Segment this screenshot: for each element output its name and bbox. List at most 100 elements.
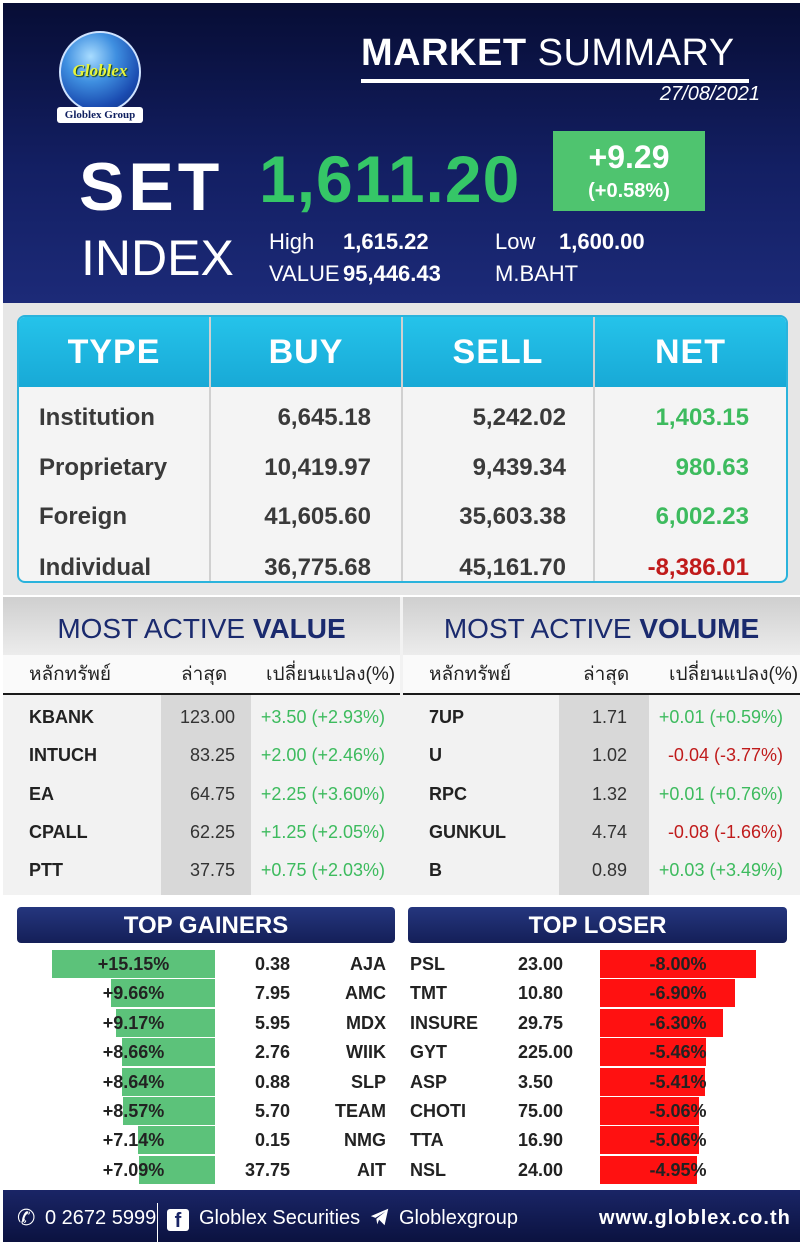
low-label: Low (495, 229, 536, 254)
column-divider (593, 317, 595, 581)
footer-phone[interactable]: 0 2672 5999 (45, 1207, 157, 1229)
last-price: 83.25 (189, 745, 235, 765)
sell-value: 35,603.38 (459, 503, 566, 530)
value-unit: M.BAHT (495, 261, 579, 286)
gainer-last: 7.95 (254, 983, 290, 1004)
gainer-bar (138, 1126, 215, 1155)
page-title: MARKET SUMMARY (361, 31, 753, 83)
last-price: 37.75 (189, 860, 235, 880)
last-price: 62.25 (189, 822, 235, 842)
loser-pct: -5.06% (649, 1101, 707, 1121)
title-light: MOST ACTIVE (443, 613, 640, 644)
change: +1.25 (+2.05%) (260, 822, 385, 842)
last-price: 64.75 (189, 784, 235, 804)
footer-telegram[interactable]: Globlexgroup (399, 1207, 518, 1229)
col-symbol: หลักทรัพย์ (29, 664, 112, 685)
globe-icon (59, 31, 141, 113)
gainer-row: +8.66% 2.76 WIIK (52, 1038, 392, 1067)
sell-value: 9,439.34 (472, 454, 566, 481)
col-sell: SELL (452, 333, 544, 371)
gainer-pct: +8.57% (102, 1101, 165, 1121)
gainer-last: 0.88 (254, 1071, 290, 1092)
buy-value: 10,419.97 (264, 454, 371, 481)
last-price: 0.89 (591, 860, 627, 880)
loser-row: NSL 24.00 -4.95% (408, 1155, 768, 1184)
last-column-shade (559, 655, 649, 895)
gainer-row: +8.64% 0.88 SLP (52, 1067, 392, 1096)
gainer-pct: +7.14% (102, 1130, 165, 1151)
top-loser-title: TOP LOSER (408, 907, 787, 943)
gainer-last: 5.70 (254, 1101, 290, 1121)
loser-symbol: NSL (410, 1159, 446, 1180)
change: -0.08 (-1.66%) (667, 822, 783, 842)
investor-type: Institution (39, 404, 155, 431)
symbol: U (429, 745, 442, 765)
symbol: B (429, 860, 442, 880)
high-label: High (269, 229, 315, 254)
gainer-pct: +9.17% (102, 1012, 165, 1033)
col-change: เปลี่ยนแปลง(%) (266, 664, 396, 685)
value-label: VALUE (269, 261, 340, 286)
buy-value: 36,775.68 (264, 554, 371, 581)
gainer-bar (111, 979, 215, 1008)
gainer-pct: +7.09% (102, 1159, 165, 1180)
loser-row: GYT 225.00 -5.46% (408, 1038, 768, 1067)
change: +0.01 (+0.59%) (658, 707, 783, 727)
loser-pct: -5.41% (649, 1071, 707, 1092)
loser-pct: -8.00% (649, 954, 707, 974)
symbol: INTUCH (29, 745, 97, 765)
most-active-volume-header: หลักทรัพย์ ล่าสุด เปลี่ยนแปลง(%) (403, 655, 800, 695)
loser-bar (600, 1155, 697, 1184)
loser-last: 23.00 (518, 954, 564, 974)
logo-subtitle: Globlex Group (57, 107, 143, 123)
gainer-row: +8.57% 5.70 TEAM (52, 1097, 392, 1125)
net-value: 980.63 (675, 454, 749, 481)
index-change: +9.29 (588, 139, 670, 175)
change: -0.04 (-3.77%) (667, 745, 783, 765)
loser-last: 225.00 (518, 1042, 574, 1063)
title-light: SUMMARY (526, 32, 735, 74)
loser-pct: -5.06% (649, 1130, 707, 1151)
buy-value: 6,645.18 (277, 404, 371, 431)
loser-pct: -4.95% (649, 1159, 707, 1180)
net-value: 6,002.23 (655, 503, 749, 530)
last-price: 1.02 (591, 745, 627, 765)
list-item: 7UP 1.71 +0.01 (+0.59%) (403, 698, 800, 736)
col-change: เปลี่ยนแปลง(%) (669, 664, 799, 685)
globlex-logo: Globlex Globlex Group (55, 31, 145, 125)
gainer-bar (139, 1155, 215, 1184)
phone-icon: ✆ (17, 1205, 36, 1230)
loser-last: 29.75 (518, 1012, 564, 1033)
table-row: Institution 6,645.18 5,242.02 1,403.15 (19, 393, 786, 443)
col-buy: BUY (268, 333, 344, 371)
header-banner: Globlex Globlex Group MARKET SUMMARY 27/… (3, 3, 800, 303)
buy-value: 41,605.60 (264, 503, 371, 530)
loser-symbol: ASP (410, 1071, 448, 1092)
gainer-row: +7.14% 0.15 NMG (52, 1126, 392, 1155)
gainer-pct: +8.66% (102, 1042, 165, 1063)
investor-table: TYPE BUY SELL NET Institution 6,645.18 5… (17, 315, 788, 583)
gainer-last: 0.15 (254, 1130, 290, 1151)
gainer-row: +9.66% 7.95 AMC (52, 979, 392, 1008)
value-amount: 95,446.43 (343, 261, 441, 286)
title-bold: VOLUME (639, 613, 760, 644)
footer-facebook[interactable]: Globlex Securities (199, 1207, 361, 1229)
low-value: 1,600.00 (559, 229, 645, 254)
loser-last: 10.80 (518, 983, 564, 1004)
loser-pct: -6.30% (649, 1012, 707, 1033)
last-column-shade (161, 655, 251, 895)
gainer-bar (52, 950, 215, 978)
change: +0.03 (+3.49%) (658, 860, 783, 880)
footer-website[interactable]: www.globlex.co.th (599, 1207, 791, 1229)
investor-type: Proprietary (39, 454, 168, 481)
loser-symbol: GYT (410, 1042, 448, 1063)
index-change-pct: (+0.58%) (588, 180, 670, 202)
list-item: B 0.89 +0.03 (+3.49%) (403, 851, 800, 889)
loser-symbol: INSURE (410, 1012, 479, 1033)
loser-symbol: TMT (410, 983, 447, 1004)
list-item: GUNKUL 4.74 -0.08 (-1.66%) (403, 813, 800, 851)
gainer-symbol: NMG (344, 1130, 386, 1151)
loser-row: TTA 16.90 -5.06% (408, 1126, 768, 1155)
title-underline (361, 79, 749, 83)
gainer-bar (122, 1038, 215, 1067)
